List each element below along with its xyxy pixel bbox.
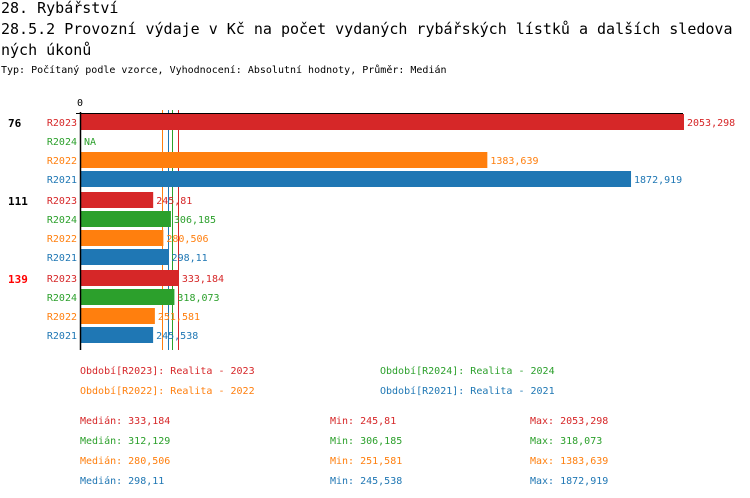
stat-min: Min: 251,581: [330, 456, 402, 467]
stat-min: Min: 245,81: [330, 416, 396, 427]
group-label: 139: [8, 273, 28, 286]
bar-series-label: R2022: [47, 234, 77, 245]
bar-value-label: 1872,919: [634, 175, 682, 186]
group-label: 111: [8, 195, 28, 208]
bar-R2022: [81, 152, 488, 168]
bar-series-label: R2022: [47, 156, 77, 167]
bar-value-label: 333,184: [182, 274, 224, 285]
bar-R2022: [81, 308, 155, 324]
bar-R2023: [81, 270, 179, 286]
bar-series-label: R2021: [47, 253, 77, 264]
bar-value-label: 245,81: [156, 196, 192, 207]
bar-series-label: R2021: [47, 331, 77, 342]
bar-R2022: [81, 230, 164, 246]
bar-value-label: 251,581: [158, 312, 200, 323]
axis-zero-label: 0: [77, 98, 83, 109]
bar-value-label: 280,506: [166, 234, 208, 245]
bar-value-label: 298,11: [172, 253, 208, 264]
bar-R2023: [81, 192, 154, 208]
stat-median: Medián: 333,184: [80, 415, 170, 427]
stat-min: Min: 245,538: [330, 476, 402, 487]
bar-value-label: 2053,298: [687, 118, 735, 129]
bar-series-label: R2023: [47, 274, 77, 285]
bar-value-label: 306,185: [174, 215, 216, 226]
bar-value-label: 1383,639: [490, 156, 538, 167]
bar-series-label: R2021: [47, 175, 77, 186]
legend-item-R2022: Období[R2022]: Realita - 2022: [80, 385, 255, 397]
legend-item-R2024: Období[R2024]: Realita - 2024: [380, 365, 555, 377]
bar-series-label: R2024: [47, 137, 77, 148]
bar-R2023: [81, 114, 684, 130]
stat-median: Medián: 312,129: [80, 435, 170, 447]
bar-series-label: R2024: [47, 293, 77, 304]
legend-item-R2023: Období[R2023]: Realita - 2023: [80, 365, 255, 377]
legend-item-R2021: Období[R2021]: Realita - 2021: [380, 385, 555, 397]
chart-subtitle: Typ: Počítaný podle vzorce, Vyhodnocení:…: [1, 65, 447, 76]
bar-series-label: R2023: [47, 196, 77, 207]
group-label: 76: [8, 117, 22, 130]
section-title: 28. Rybářství: [1, 0, 119, 17]
bar-series-label: R2022: [47, 312, 77, 323]
bar-series-label: R2024: [47, 215, 77, 226]
stat-max: Max: 318,073: [530, 436, 602, 447]
stat-max: Max: 2053,298: [530, 416, 608, 427]
bar-value-label: 318,073: [177, 293, 219, 304]
bar-value-label: NA: [84, 137, 96, 148]
stat-max: Max: 1872,919: [530, 476, 608, 487]
bar-R2024: [81, 289, 175, 305]
stat-min: Min: 306,185: [330, 436, 402, 447]
stat-max: Max: 1383,639: [530, 456, 608, 467]
bar-value-label: 245,538: [156, 331, 198, 342]
bar-R2024: [81, 211, 171, 227]
chart-title: 28.5.2 Provozní výdaje v Kč na počet vyd…: [1, 20, 733, 59]
stat-median: Medián: 298,11: [80, 475, 164, 487]
stat-median: Medián: 280,506: [80, 455, 170, 467]
bar-R2021: [81, 327, 154, 343]
bar-R2021: [81, 171, 632, 187]
bar-series-label: R2023: [47, 118, 77, 129]
bar-R2021: [81, 249, 169, 265]
